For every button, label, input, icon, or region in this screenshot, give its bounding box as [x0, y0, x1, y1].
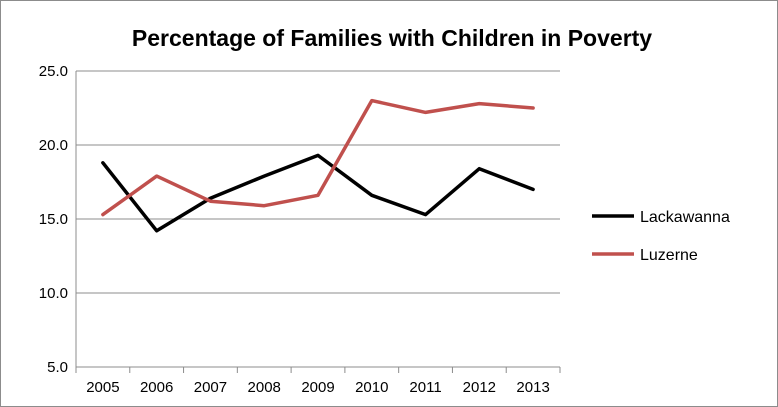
- series-line-luzerne: [101, 98, 535, 217]
- y-tick-label: 20.0: [39, 137, 68, 154]
- x-axis-ticks: 2005 2006 2007 2008 2009 2010 2011 2012 2013: [75, 367, 561, 396]
- legend: Lackawanna Luzerne: [592, 209, 730, 264]
- x-tick-label: 2008: [248, 379, 281, 396]
- series-lines: [101, 98, 535, 233]
- x-tick-label: 2005: [86, 379, 119, 396]
- y-tick-label: 15.0: [39, 211, 68, 228]
- y-axis-ticks: 25.0 20.0 15.0 10.0 5.0: [39, 63, 68, 376]
- series-line-lackawanna: [101, 153, 535, 233]
- legend-label-lackawanna: Lackawanna: [640, 209, 730, 226]
- x-tick-label: 2007: [194, 379, 227, 396]
- x-tick-label: 2006: [140, 379, 173, 396]
- x-tick-label: 2010: [355, 379, 388, 396]
- x-tick-label: 2011: [409, 379, 441, 396]
- chart-title: Percentage of Families with Children in …: [132, 25, 652, 51]
- gridlines: [76, 70, 560, 294]
- y-tick-label: 10.0: [39, 285, 68, 302]
- x-tick-label: 2009: [301, 379, 334, 396]
- x-tick-label: 2013: [516, 379, 549, 396]
- y-tick-label: 5.0: [47, 359, 68, 376]
- axes: [75, 71, 560, 368]
- x-tick-label: 2012: [463, 379, 496, 396]
- y-tick-label: 25.0: [39, 63, 68, 80]
- legend-label-luzerne: Luzerne: [640, 247, 698, 264]
